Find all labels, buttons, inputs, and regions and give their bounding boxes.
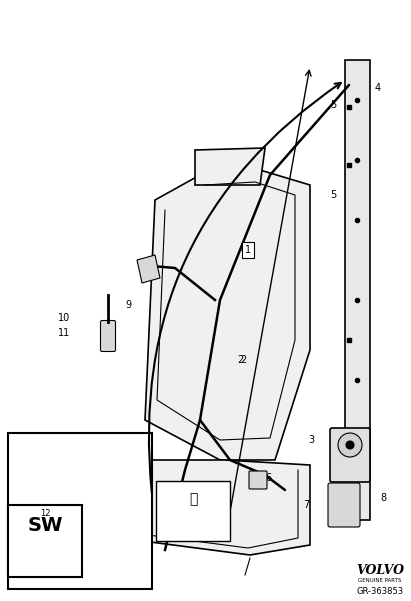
Text: 2: 2 — [237, 355, 243, 365]
Polygon shape — [195, 148, 265, 185]
Text: 4: 4 — [375, 83, 381, 93]
FancyBboxPatch shape — [328, 483, 360, 527]
Bar — [345, 60, 370, 520]
FancyBboxPatch shape — [249, 471, 267, 489]
Text: 1: 1 — [240, 243, 246, 253]
Text: 2: 2 — [240, 355, 246, 365]
Polygon shape — [145, 170, 310, 460]
Polygon shape — [137, 255, 160, 283]
Text: 5: 5 — [330, 190, 336, 200]
Text: 1: 1 — [245, 245, 251, 255]
Text: 10: 10 — [58, 313, 70, 323]
Circle shape — [338, 433, 362, 457]
Text: 6: 6 — [265, 473, 271, 483]
Text: GENUINE PARTS: GENUINE PARTS — [358, 579, 402, 584]
Text: 7: 7 — [303, 500, 309, 510]
Bar — [8, 505, 82, 577]
Text: VOLVO: VOLVO — [356, 564, 404, 576]
Text: 5: 5 — [330, 100, 336, 110]
Bar — [8, 433, 152, 589]
Text: SW: SW — [28, 516, 63, 534]
Polygon shape — [130, 460, 310, 555]
Text: 3: 3 — [308, 435, 314, 445]
FancyBboxPatch shape — [330, 428, 370, 482]
FancyBboxPatch shape — [101, 320, 115, 352]
Bar — [156, 481, 230, 541]
Text: 9: 9 — [125, 300, 131, 310]
Text: 11: 11 — [58, 328, 70, 338]
Circle shape — [346, 441, 354, 449]
Text: 8: 8 — [380, 493, 386, 503]
Text: GR-363853: GR-363853 — [356, 587, 404, 596]
Text: 12: 12 — [40, 509, 51, 518]
Text: 🔩: 🔩 — [189, 492, 197, 506]
